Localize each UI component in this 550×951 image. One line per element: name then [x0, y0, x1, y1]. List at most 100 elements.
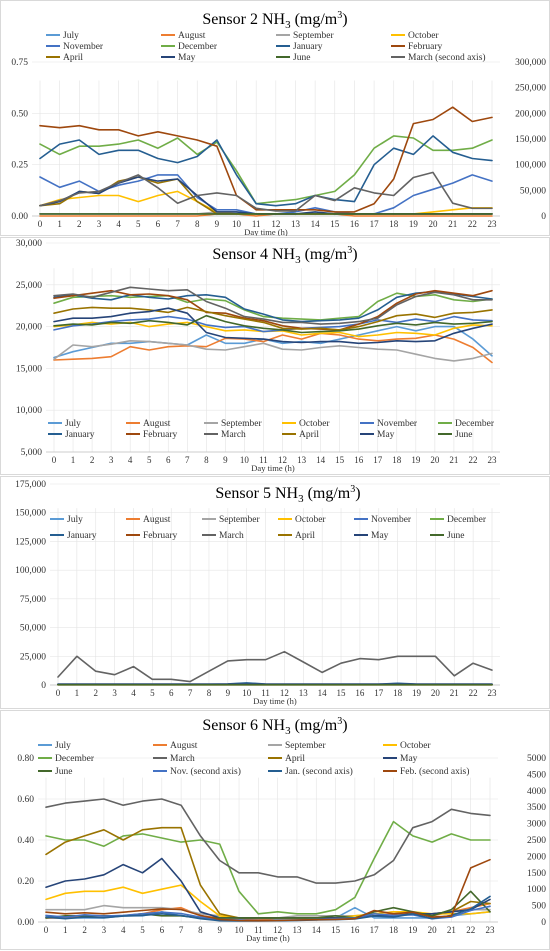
x-tick-label: 10	[235, 925, 245, 935]
legend-label-march: March	[219, 531, 244, 541]
x-tick-label: 8	[198, 925, 203, 935]
series-line-march	[53, 286, 493, 325]
x-tick-label: 12	[280, 688, 289, 698]
legend-label-october: October	[299, 419, 330, 429]
panel-border	[0, 476, 550, 709]
legend-label-june: June	[293, 53, 310, 63]
legend-label-december: December	[55, 754, 95, 764]
legend-label-january: January	[67, 531, 97, 541]
legend-label-april: April	[285, 754, 305, 764]
y2-tick-label: 250,000	[515, 84, 546, 94]
chart-title: Sensor 5 NH3 (mg/m3)	[215, 484, 360, 505]
chart-title: Sensor 4 NH3 (mg/m3)	[212, 245, 357, 266]
legend-label-august: August	[143, 419, 171, 429]
x-tick-label: 16	[355, 688, 365, 698]
legend-label-november: November	[371, 515, 412, 525]
x-tick-label: 19	[408, 925, 418, 935]
chart-sensor-6: 0.000.200.400.600.8005001000150020002500…	[0, 710, 550, 950]
legend-label-november: November	[377, 419, 418, 429]
y-tick-label: 0.60	[17, 795, 34, 805]
y-tick-label: 150,000	[15, 509, 46, 519]
series-line-september	[53, 340, 493, 362]
series-line-april	[53, 306, 493, 331]
legend-label-april: April	[63, 53, 83, 63]
x-tick-label: 13	[297, 455, 307, 465]
legend-label-march: March	[170, 754, 195, 764]
legend-label-april: April	[299, 430, 319, 440]
x-tick-label: 23	[486, 925, 496, 935]
legend-label-september: September	[221, 419, 262, 429]
legend-label-february: February	[143, 430, 178, 440]
x-tick-label: 14	[311, 219, 321, 229]
legend-label-march-second-axis: March (second axis)	[408, 52, 486, 63]
x-tick-label: 1	[63, 925, 68, 935]
x-tick-label: 23	[488, 455, 498, 465]
legend-label-october: October	[408, 31, 439, 41]
legend-label-nov-second-axis: Nov. (second axis)	[170, 766, 241, 777]
x-tick-label: 9	[223, 455, 228, 465]
x-tick-label: 6	[156, 219, 161, 229]
x-tick-label: 7	[188, 688, 193, 698]
x-tick-label: 6	[169, 688, 174, 698]
x-tick-label: 17	[374, 688, 384, 698]
x-tick-label: 19	[409, 219, 419, 229]
x-tick-label: 15	[335, 455, 345, 465]
x-tick-label: 7	[179, 925, 184, 935]
y2-tick-label: 100,000	[515, 161, 546, 171]
y-tick-label: 125,000	[15, 537, 46, 547]
y-tick-label: 0	[41, 681, 46, 691]
x-tick-label: 5	[147, 455, 152, 465]
x-tick-label: 11	[259, 455, 268, 465]
series-line-november	[53, 315, 493, 333]
x-tick-label: 7	[185, 455, 190, 465]
x-axis-label: Day time (h)	[246, 933, 290, 943]
x-tick-label: 0	[38, 219, 43, 229]
x-tick-label: 12	[271, 219, 280, 229]
y-tick-label: 50,000	[20, 624, 46, 634]
legend-label-november: November	[63, 42, 104, 52]
x-tick-label: 12	[278, 455, 287, 465]
series-line-december	[39, 135, 493, 205]
y-tick-label: 10,000	[16, 406, 42, 416]
x-tick-label: 9	[215, 219, 220, 229]
x-tick-label: 8	[207, 688, 212, 698]
legend-label-june: June	[447, 531, 464, 541]
chart-sensor-2: 0.000.250.500.75050,000100,000150,000200…	[0, 0, 550, 236]
x-tick-label: 2	[77, 219, 82, 229]
legend-label-july: July	[63, 31, 79, 41]
x-tick-label: 11	[252, 219, 261, 229]
x-tick-label: 23	[488, 688, 498, 698]
y-tick-label: 0.00	[17, 918, 34, 928]
chart-sensor-5: 0 25,000 50,000 75,000 100,000 125,000 150,000…	[0, 476, 550, 709]
y-tick-label: 0.50	[11, 109, 28, 119]
legend-label-december: December	[447, 515, 487, 525]
y2-tick-label: 1000	[527, 885, 546, 895]
x-tick-label: 18	[389, 925, 399, 935]
legend-label-january: January	[65, 430, 95, 440]
legend-label-august: August	[170, 741, 198, 751]
x-tick-label: 1	[75, 688, 80, 698]
y2-tick-label: 1500	[527, 869, 546, 879]
y2-tick-label: 300,000	[515, 58, 546, 68]
y2-tick-label: 4500	[527, 770, 546, 780]
legend-label-april: April	[295, 531, 315, 541]
x-tick-label: 22	[468, 219, 477, 229]
x-tick-label: 0	[52, 455, 57, 465]
y2-tick-label: 3500	[527, 803, 546, 813]
x-tick-label: 0	[56, 688, 61, 698]
x-tick-label: 21	[450, 688, 459, 698]
x-tick-label: 15	[331, 925, 341, 935]
x-tick-label: 20	[428, 925, 438, 935]
x-tick-label: 18	[392, 455, 402, 465]
x-tick-label: 0	[44, 925, 49, 935]
x-tick-label: 20	[430, 455, 440, 465]
x-tick-label: 16	[350, 925, 360, 935]
x-tick-label: 19	[411, 455, 421, 465]
x-tick-label: 6	[166, 455, 171, 465]
x-tick-label: 10	[242, 688, 252, 698]
legend-label-may: May	[178, 53, 196, 63]
x-tick-label: 2	[90, 455, 95, 465]
y2-tick-label: 4000	[527, 787, 546, 797]
series-line-may	[53, 307, 493, 345]
